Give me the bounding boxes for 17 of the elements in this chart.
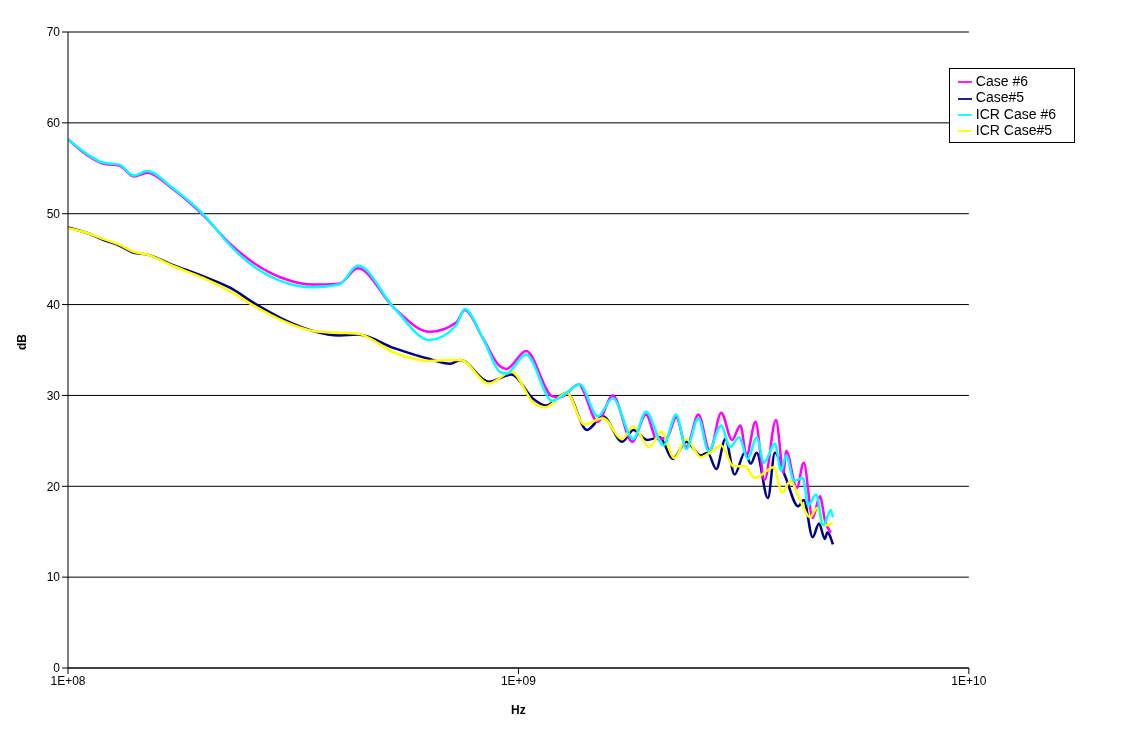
legend-label: ICR Case#5 [975, 121, 1053, 138]
y-axis-title: dB [15, 333, 30, 350]
y-tick-label: 20 [46, 479, 61, 494]
y-tick-label: 30 [46, 388, 61, 403]
y-tick-label: 60 [46, 116, 61, 131]
y-tick-label: 40 [46, 297, 61, 312]
y-tick-label: 70 [46, 25, 61, 40]
legend-label: Case#5 [975, 89, 1025, 106]
legend-label: ICR Case #6 [975, 105, 1056, 122]
x-tick-label: 1E+10 [951, 673, 987, 688]
x-axis-title: Hz [511, 703, 526, 717]
y-tick-label: 50 [46, 206, 61, 221]
legend-label: Case #6 [975, 73, 1028, 89]
y-tick-label: 0 [53, 661, 61, 676]
x-tick-label: 1E+08 [50, 673, 86, 688]
y-tick-label: 10 [46, 570, 61, 585]
x-tick-label: 1E+09 [500, 673, 537, 688]
